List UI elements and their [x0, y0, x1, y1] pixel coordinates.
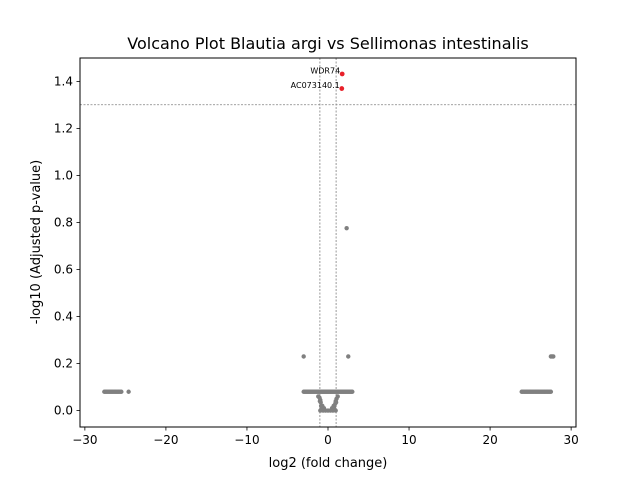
x-tick-label: 0	[324, 433, 332, 447]
y-tick-label: 1.4	[54, 75, 73, 89]
data-point	[346, 354, 351, 359]
point-label: AC073140.1	[291, 81, 340, 90]
y-axis: 0.0 0.2 0.4 0.6 0.8 1.0 1.2 1.4	[54, 75, 80, 418]
data-point	[301, 354, 306, 359]
data-point	[331, 403, 336, 409]
point-label: WDR74	[310, 66, 340, 75]
data-point	[119, 389, 124, 394]
data-point	[320, 403, 325, 409]
y-tick-label: 1.2	[54, 122, 73, 136]
x-axis-label: log2 (fold change)	[269, 456, 388, 471]
data-point	[317, 398, 323, 404]
x-tick-label: 20	[482, 433, 497, 447]
data-point	[126, 389, 131, 394]
data-point	[333, 408, 338, 413]
x-tick-label: 30	[563, 433, 578, 447]
y-tick-label: 0.6	[54, 263, 73, 277]
significant-point	[339, 86, 345, 91]
y-tick-label: 0.4	[54, 310, 73, 324]
y-axis-label: -log10 (Adjusted p-value)	[29, 160, 44, 324]
significant-point	[339, 71, 345, 77]
chart-title: Volcano Plot Blautia argi vs Sellimonas …	[127, 34, 528, 53]
y-tick-label: 0.8	[54, 216, 73, 230]
data-point	[548, 389, 554, 394]
y-tick-label: 1.0	[54, 169, 73, 183]
y-tick-label: 0.2	[54, 357, 73, 371]
x-tick-label: −30	[72, 433, 97, 447]
data-point	[333, 400, 339, 405]
x-tick-label: −20	[153, 433, 178, 447]
data-point	[350, 389, 355, 394]
x-axis: −30 −20 −10 0 10 20 30	[72, 427, 579, 447]
data-point	[344, 225, 349, 231]
y-tick-label: 0.0	[54, 404, 73, 418]
plot-area: WDR74 AC073140.1	[80, 58, 576, 427]
x-tick-label: −10	[234, 433, 259, 447]
data-point	[549, 354, 555, 359]
x-tick-label: 10	[401, 433, 416, 447]
